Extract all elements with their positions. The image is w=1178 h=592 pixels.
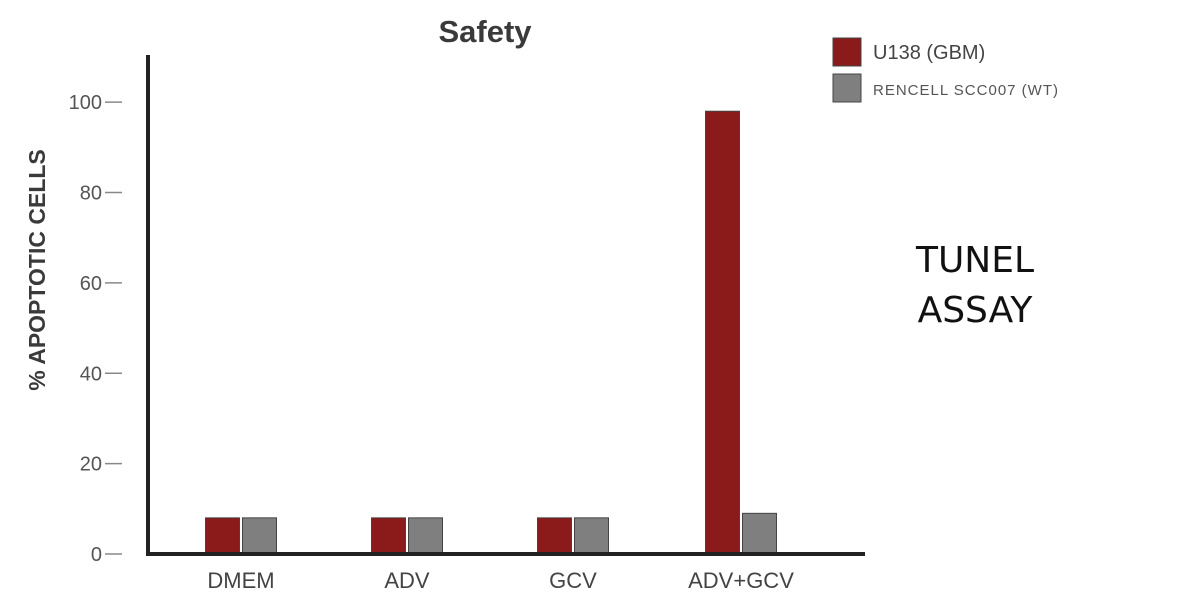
x-tick-label: ADV+GCV xyxy=(688,568,794,592)
y-tick-label: 60 xyxy=(80,273,102,295)
x-tick-label: GCV xyxy=(549,568,597,592)
x-tick-label: DMEM xyxy=(207,568,274,592)
y-tick-label: 20 xyxy=(80,454,102,476)
annotation-line-1: TUNEL xyxy=(880,236,1070,286)
y-tick-label: 100 xyxy=(69,92,102,114)
y-axis-ticks: 0 20 40 60 80 100 xyxy=(69,92,122,566)
legend-label: U138 (GBM) xyxy=(873,42,985,64)
bar xyxy=(743,513,777,554)
annotation-line-2: ASSAY xyxy=(880,286,1070,336)
legend-swatch xyxy=(833,74,861,102)
x-tick-label: ADV xyxy=(384,568,430,592)
y-tick-label: 0 xyxy=(91,544,102,566)
bars-group xyxy=(206,111,777,554)
bar xyxy=(206,518,240,554)
bar xyxy=(706,111,740,554)
y-tick-label: 40 xyxy=(80,363,102,385)
bar xyxy=(538,518,572,554)
legend-swatch xyxy=(833,38,861,66)
y-axis-label: % APOPTOTIC CELLS xyxy=(24,149,50,391)
legend: U138 (GBM) RENCELL SCC007 (WT) xyxy=(833,38,1059,102)
tunel-assay-annotation: TUNEL ASSAY xyxy=(880,236,1070,336)
bar xyxy=(372,518,406,554)
bar xyxy=(575,518,609,554)
y-tick-label: 80 xyxy=(80,183,102,205)
x-axis-labels: DMEM ADV GCV ADV+GCV xyxy=(207,568,794,592)
bar xyxy=(243,518,277,554)
bar xyxy=(409,518,443,554)
legend-label: RENCELL SCC007 (WT) xyxy=(873,82,1059,99)
chart-title: Safety xyxy=(438,14,532,49)
